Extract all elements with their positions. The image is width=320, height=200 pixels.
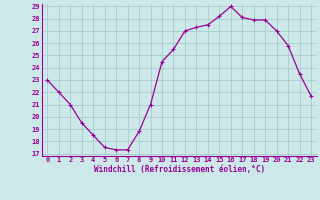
X-axis label: Windchill (Refroidissement éolien,°C): Windchill (Refroidissement éolien,°C) <box>94 165 265 174</box>
